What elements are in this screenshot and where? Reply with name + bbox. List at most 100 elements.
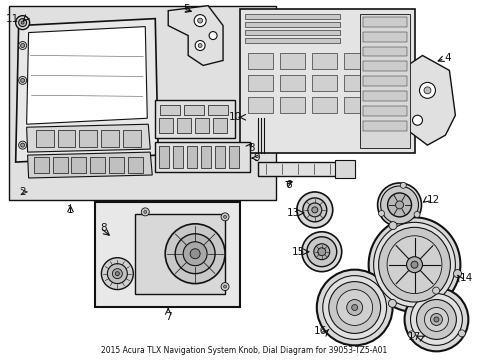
Circle shape bbox=[313, 244, 329, 260]
Bar bbox=[311, 97, 336, 113]
Text: 8: 8 bbox=[100, 223, 107, 233]
Circle shape bbox=[143, 210, 146, 213]
Circle shape bbox=[20, 44, 24, 48]
Polygon shape bbox=[27, 152, 152, 178]
Circle shape bbox=[388, 222, 396, 230]
Circle shape bbox=[378, 211, 384, 216]
Bar bbox=[228, 146, 239, 168]
Circle shape bbox=[351, 305, 357, 310]
Bar bbox=[71, 157, 86, 173]
Bar bbox=[247, 75, 272, 91]
Text: 1: 1 bbox=[67, 205, 74, 215]
Ellipse shape bbox=[410, 261, 417, 268]
Circle shape bbox=[101, 258, 133, 289]
Circle shape bbox=[175, 234, 215, 274]
Bar bbox=[279, 75, 304, 91]
Bar bbox=[244, 22, 339, 27]
Circle shape bbox=[183, 242, 207, 266]
Bar bbox=[34, 157, 48, 173]
Circle shape bbox=[223, 285, 226, 288]
Bar bbox=[215, 146, 224, 168]
Text: 12: 12 bbox=[426, 195, 439, 205]
Bar bbox=[80, 130, 97, 147]
Bar bbox=[258, 162, 352, 176]
Text: 15: 15 bbox=[291, 247, 304, 257]
Bar bbox=[311, 54, 336, 69]
Circle shape bbox=[16, 15, 30, 30]
Circle shape bbox=[223, 215, 226, 219]
Bar bbox=[244, 14, 339, 19]
Bar bbox=[343, 75, 368, 91]
Ellipse shape bbox=[386, 236, 441, 293]
Bar bbox=[343, 54, 368, 69]
Circle shape bbox=[19, 76, 26, 84]
Bar bbox=[247, 54, 272, 69]
Text: 2015 Acura TLX Navigation System Knob, Dial Diagram for 39053-TZ5-A01: 2015 Acura TLX Navigation System Knob, D… bbox=[101, 346, 386, 355]
Circle shape bbox=[404, 288, 468, 351]
Text: 16: 16 bbox=[313, 327, 326, 336]
Bar bbox=[109, 157, 124, 173]
Circle shape bbox=[317, 248, 325, 256]
Bar bbox=[159, 118, 173, 133]
Bar bbox=[362, 17, 406, 27]
Bar bbox=[362, 62, 406, 71]
Ellipse shape bbox=[373, 222, 454, 307]
Circle shape bbox=[21, 21, 24, 24]
Circle shape bbox=[165, 224, 224, 284]
Circle shape bbox=[413, 211, 419, 217]
Circle shape bbox=[346, 300, 362, 315]
Circle shape bbox=[107, 264, 127, 284]
Bar bbox=[173, 146, 183, 168]
Circle shape bbox=[424, 307, 447, 332]
Bar bbox=[343, 97, 368, 113]
Bar bbox=[244, 30, 339, 35]
Circle shape bbox=[19, 41, 26, 50]
Bar bbox=[240, 9, 414, 153]
Bar bbox=[279, 54, 304, 69]
Polygon shape bbox=[168, 6, 223, 66]
Bar bbox=[187, 146, 197, 168]
Circle shape bbox=[423, 87, 430, 94]
Text: 10: 10 bbox=[228, 112, 242, 122]
Bar bbox=[160, 105, 180, 115]
Circle shape bbox=[302, 198, 326, 222]
Circle shape bbox=[316, 270, 392, 345]
Bar bbox=[36, 130, 53, 147]
Bar bbox=[155, 100, 235, 138]
Bar bbox=[279, 97, 304, 113]
Circle shape bbox=[194, 15, 205, 27]
Circle shape bbox=[328, 282, 380, 333]
Bar bbox=[177, 118, 191, 133]
Circle shape bbox=[20, 143, 24, 147]
Bar bbox=[362, 32, 406, 41]
Circle shape bbox=[198, 44, 202, 48]
Circle shape bbox=[432, 287, 439, 294]
Ellipse shape bbox=[406, 257, 422, 273]
Text: 14: 14 bbox=[458, 273, 472, 283]
Bar bbox=[184, 105, 203, 115]
Circle shape bbox=[336, 289, 372, 325]
Circle shape bbox=[20, 78, 24, 82]
Bar bbox=[362, 91, 406, 101]
Circle shape bbox=[296, 192, 332, 228]
Bar bbox=[159, 146, 169, 168]
Circle shape bbox=[377, 183, 421, 227]
Bar bbox=[9, 6, 275, 200]
Bar bbox=[311, 75, 336, 91]
Circle shape bbox=[322, 276, 386, 339]
Circle shape bbox=[410, 293, 462, 345]
Bar bbox=[95, 202, 240, 306]
Text: 11: 11 bbox=[5, 14, 19, 24]
Bar bbox=[101, 130, 119, 147]
Circle shape bbox=[221, 213, 228, 221]
Polygon shape bbox=[402, 55, 454, 145]
Circle shape bbox=[419, 82, 435, 98]
Circle shape bbox=[190, 249, 200, 259]
Circle shape bbox=[307, 203, 321, 217]
Circle shape bbox=[412, 115, 422, 125]
Bar bbox=[201, 146, 211, 168]
Bar bbox=[195, 118, 209, 133]
Circle shape bbox=[112, 269, 122, 279]
Circle shape bbox=[452, 270, 461, 278]
Bar bbox=[362, 121, 406, 131]
